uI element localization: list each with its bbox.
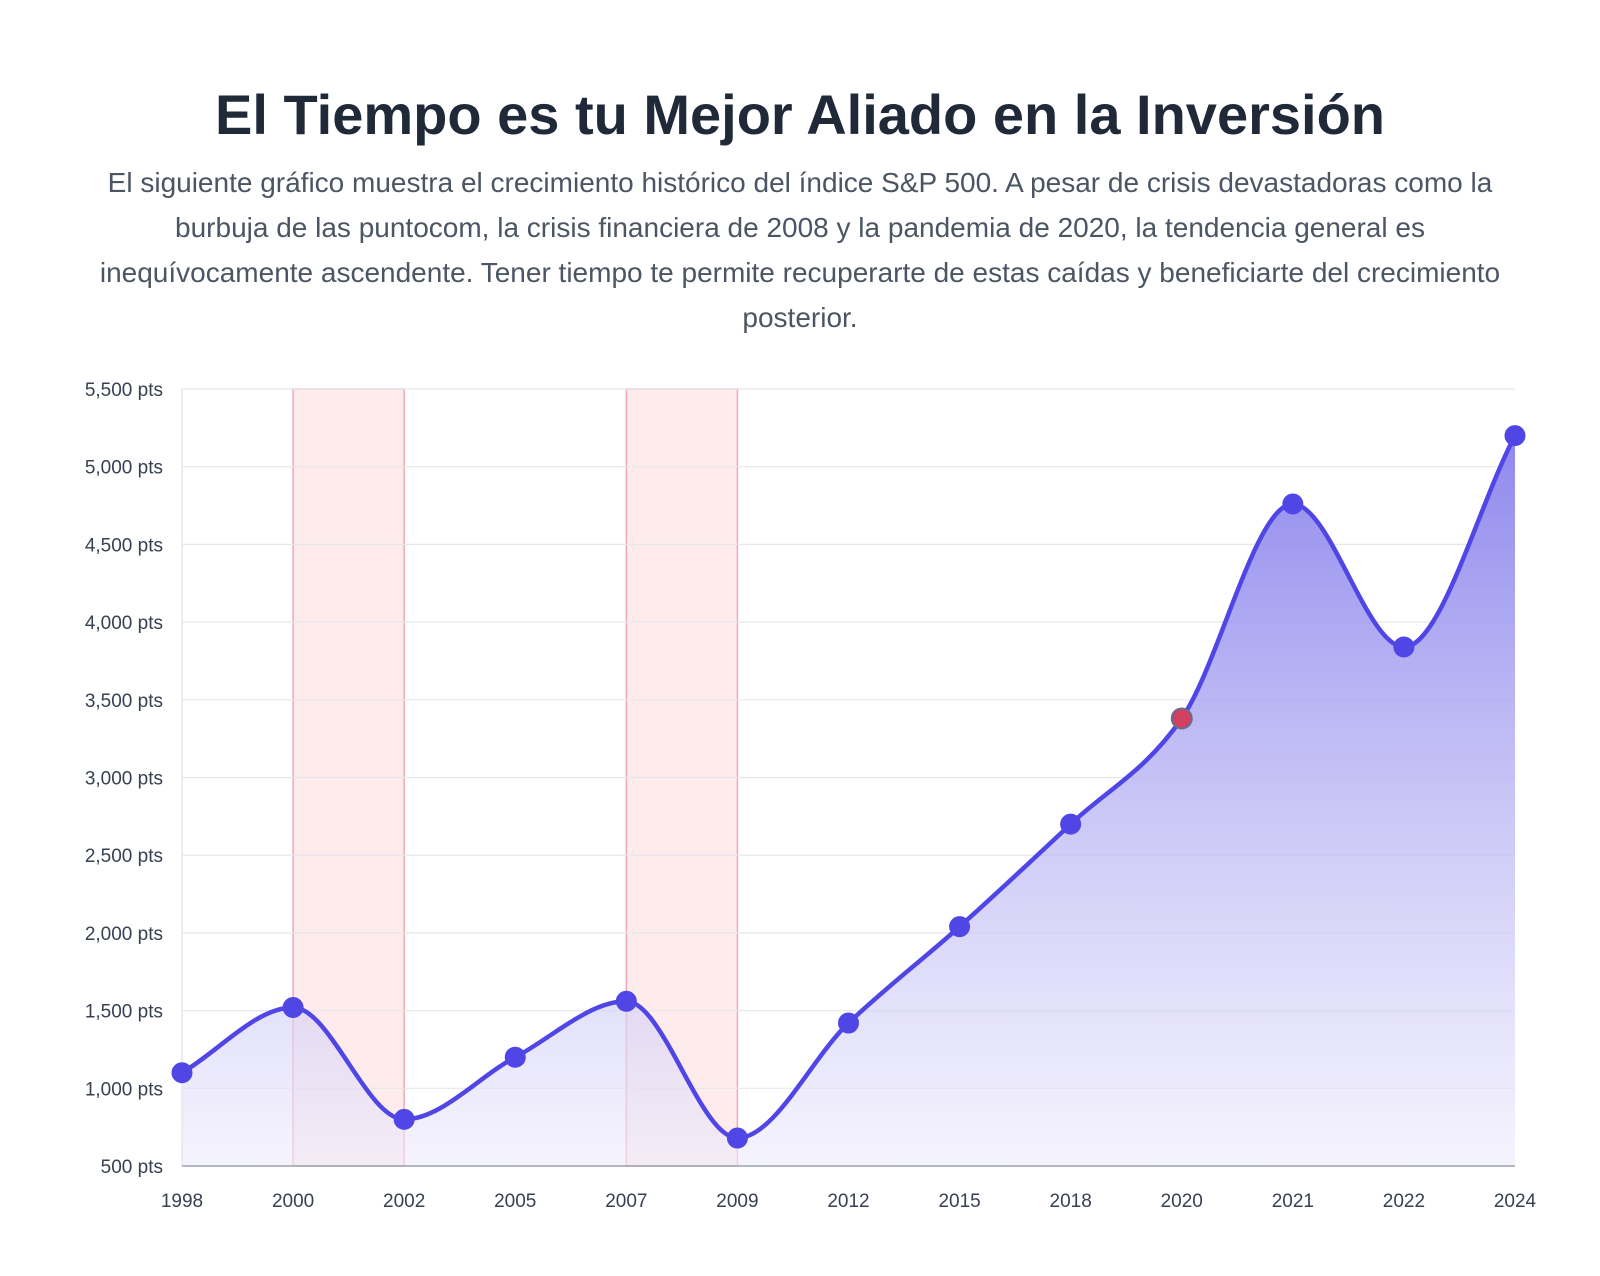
x-tick-label: 2002 [383,1191,425,1212]
data-point [1060,813,1082,835]
y-tick-labels: 500 pts 1,000 pts 1,500 pts 2,000 pts 2,500 … [85,380,163,1178]
y-tick-label: 2,500 pts [85,846,163,867]
y-tick-label: 3,500 pts [85,691,163,712]
area-layer [182,435,1515,1166]
data-point [393,1108,415,1130]
y-tick-label: 500 pts [101,1157,163,1178]
y-tick-label: 1,000 pts [85,1079,163,1100]
x-tick-label: 2015 [938,1191,980,1212]
x-tick-label: 2005 [494,1191,536,1212]
x-tick-label: 2018 [1050,1191,1092,1212]
x-tick-labels: 1998 2000 2002 2005 2007 2009 2012 2015 2018 2020… [161,1191,1537,1212]
y-tick-label: 5,500 pts [85,380,163,401]
data-point [1393,636,1415,658]
highlight-data-point [1170,707,1193,730]
x-tick-label: 2022 [1383,1191,1425,1212]
page-subtitle: El siguiente gráfico muestra el crecimie… [99,167,1501,333]
y-tick-label: 4,000 pts [85,613,163,634]
data-point [282,996,304,1018]
data-points [171,425,1526,1149]
data-point [726,1127,748,1149]
x-tick-label: 2012 [827,1191,869,1212]
x-tick-label: 2021 [1272,1191,1314,1212]
y-tick-label: 1,500 pts [85,1002,163,1023]
axes [181,389,1515,1167]
y-tick-label: 5,000 pts [85,458,163,479]
x-tick-label: 2000 [272,1191,314,1212]
x-tick-label: 1998 [161,1191,203,1212]
x-tick-label: 2024 [1494,1191,1537,1212]
data-point [504,1046,526,1068]
data-point [615,990,637,1012]
series-area-fill [182,435,1515,1166]
page-title: El Tiempo es tu Mejor Aliado en la Inver… [214,83,1386,146]
data-point [1282,493,1304,515]
data-point [171,1062,193,1084]
x-tick-label: 2020 [1161,1191,1203,1212]
y-tick-label: 2,000 pts [85,924,163,945]
data-point [1504,425,1526,447]
data-point [838,1012,859,1034]
y-tick-label: 4,500 pts [85,535,163,556]
x-tick-label: 2007 [605,1191,647,1212]
y-tick-label: 3,000 pts [85,769,163,790]
x-tick-label: 2009 [716,1191,758,1212]
data-point [949,916,971,938]
